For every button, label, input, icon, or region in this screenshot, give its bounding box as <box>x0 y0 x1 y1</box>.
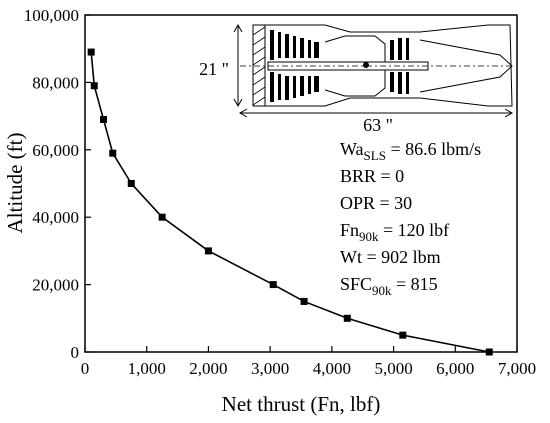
plot-frame <box>84 14 518 353</box>
spec-annotation-text: Fn <box>340 220 359 240</box>
spec-annotation-value: = 815 <box>392 274 438 294</box>
x-tick-label: 6,000 <box>436 359 474 378</box>
fan-blade-block <box>252 24 266 107</box>
data-point-marker <box>109 149 117 157</box>
spec-annotation-text: Wa <box>340 139 364 159</box>
height-arrow-top <box>233 23 243 33</box>
x-tick-label: 0 <box>81 359 90 378</box>
fan-hatch-lines <box>252 26 266 106</box>
spec-annotation-text: BRR = 0 <box>340 166 404 186</box>
spec-annotation-subscript: 90k <box>359 229 379 244</box>
turbine-stages <box>390 38 409 94</box>
spec-annotation-line: OPR = 30 <box>340 193 412 213</box>
x-tick-label: 2,000 <box>189 359 227 378</box>
spec-annotation-text: Wt = 902 lbm <box>340 247 441 267</box>
x-tick-label: 3,000 <box>251 359 289 378</box>
series-line <box>90 51 490 353</box>
length-dimension-label: 63 " <box>363 115 393 135</box>
x-tick-label: 1,000 <box>128 359 166 378</box>
height-arrow-bottom <box>233 98 243 108</box>
x-tick-label: 7,000 <box>498 359 536 378</box>
data-point-marker <box>204 247 212 255</box>
data-point-marker <box>158 213 166 221</box>
spec-annotation-subscript: 90k <box>372 283 392 298</box>
series-group <box>87 48 493 356</box>
spec-annotation-line: WaSLS = 86.6 lbm/s <box>340 139 481 163</box>
spec-annotation-line: Wt = 902 lbm <box>340 247 441 267</box>
y-tick-label: 80,000 <box>32 73 79 92</box>
y-axis-label: Altitude (ft) <box>3 133 27 234</box>
spec-annotation-value: = 86.6 lbm/s <box>386 139 481 159</box>
data-point-marker <box>343 314 351 322</box>
spec-annotation-text: OPR = 30 <box>340 193 412 213</box>
y-axis-ticks: 0 20,000 40,000 60,000 80,000 100,000 <box>24 6 91 362</box>
engine-schematic-inset: 21 " 63 " <box>199 23 514 135</box>
spec-annotation-value: = 120 lbf <box>379 220 450 240</box>
data-point-marker <box>485 348 493 356</box>
length-arrow-left <box>238 108 248 118</box>
engine-casing-outline <box>252 24 513 107</box>
bearing-dot <box>363 62 369 68</box>
height-dimension-label: 21 " <box>199 59 229 79</box>
data-point-marker <box>300 297 308 305</box>
length-arrow-right <box>504 108 514 118</box>
data-point-marker <box>100 115 108 123</box>
spec-annotation-subscript: SLS <box>364 148 386 163</box>
y-tick-label: 60,000 <box>32 141 79 160</box>
spec-annotation-line: Fn90k = 120 lbf <box>340 220 449 244</box>
y-tick-label: 40,000 <box>32 208 79 227</box>
y-tick-label: 20,000 <box>32 276 79 295</box>
spec-annotation-line: BRR = 0 <box>340 166 404 186</box>
x-tick-label: 5,000 <box>374 359 412 378</box>
y-tick-label: 100,000 <box>24 6 79 25</box>
x-tick-label: 4,000 <box>313 359 351 378</box>
data-point-marker <box>90 82 98 90</box>
data-point-marker <box>127 180 135 187</box>
x-axis-ticks: 0 1,000 2,000 3,000 4,000 5,000 6,000 7,000 <box>81 346 536 378</box>
compressor-stages <box>270 30 319 102</box>
x-axis-label: Net thrust (Fn, lbf) <box>222 392 381 416</box>
data-point-marker <box>269 281 277 289</box>
data-point-marker <box>87 48 95 56</box>
y-tick-label: 0 <box>71 343 80 362</box>
spec-annotation-line: SFC90k = 815 <box>340 274 438 298</box>
data-point-marker <box>399 331 407 339</box>
spec-annotation-text: SFC <box>340 274 372 294</box>
